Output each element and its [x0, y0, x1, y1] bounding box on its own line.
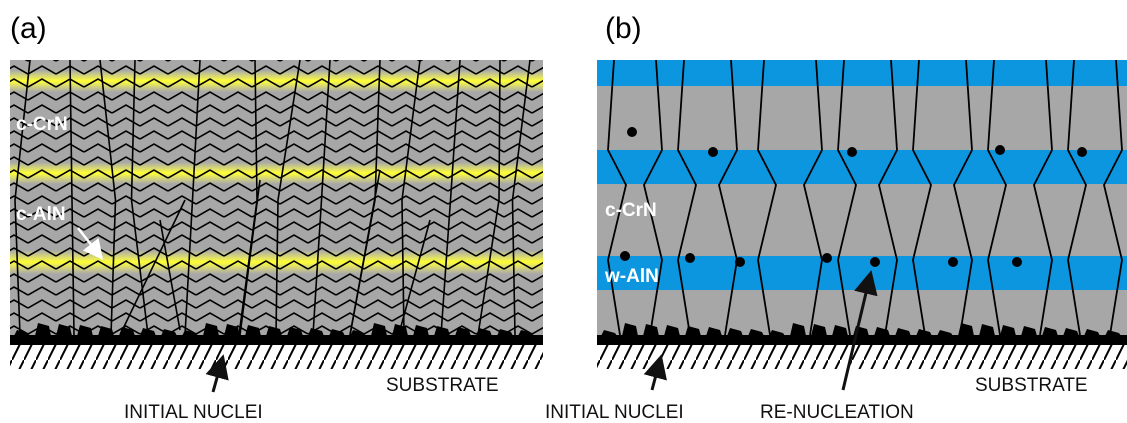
substrate-top	[597, 335, 1127, 345]
substrate-hatch	[597, 345, 1127, 369]
figure: (a) c-CrN c-AlN INITIAL NUCLEI SUBSTRATE…	[0, 0, 1127, 423]
caption: INITIAL NUCLEI	[124, 402, 263, 423]
nucleation-site	[995, 145, 1005, 155]
nucleation-site	[627, 127, 637, 137]
panel-a: (a) c-CrN c-AlN INITIAL NUCLEI SUBSTRATE	[10, 12, 543, 423]
layer-label: w-AlN	[604, 266, 659, 287]
caption: RE-NUCLEATION	[760, 402, 914, 423]
film	[597, 60, 1127, 340]
nucleation-site	[620, 251, 630, 261]
nucleation-site	[708, 147, 718, 157]
alloy-band	[597, 150, 1127, 184]
caption: SUBSTRATE	[975, 375, 1088, 396]
substrate-hatch	[10, 345, 543, 369]
nucleation-site	[735, 257, 745, 267]
panel-label: (a)	[10, 12, 47, 45]
nucleation-site	[870, 257, 880, 267]
nucleation-site	[822, 253, 832, 263]
caption: INITIAL NUCLEI	[545, 402, 684, 423]
layer-label: c-CrN	[605, 200, 657, 221]
substrate-top	[10, 335, 543, 345]
caption: SUBSTRATE	[386, 375, 499, 396]
layer-label: c-AlN	[16, 204, 66, 225]
layer-label: c-CrN	[16, 114, 68, 135]
nucleation-site	[1077, 147, 1087, 157]
nucleation-site	[847, 147, 857, 157]
nucleation-site	[948, 257, 958, 267]
nucleation-site	[1012, 257, 1022, 267]
panel-b: (b) c-CrN w-AlN INITIAL NUCLEI RE-NUCLEA…	[545, 12, 1127, 423]
panel-label: (b)	[605, 12, 642, 45]
nucleation-site	[685, 253, 695, 263]
